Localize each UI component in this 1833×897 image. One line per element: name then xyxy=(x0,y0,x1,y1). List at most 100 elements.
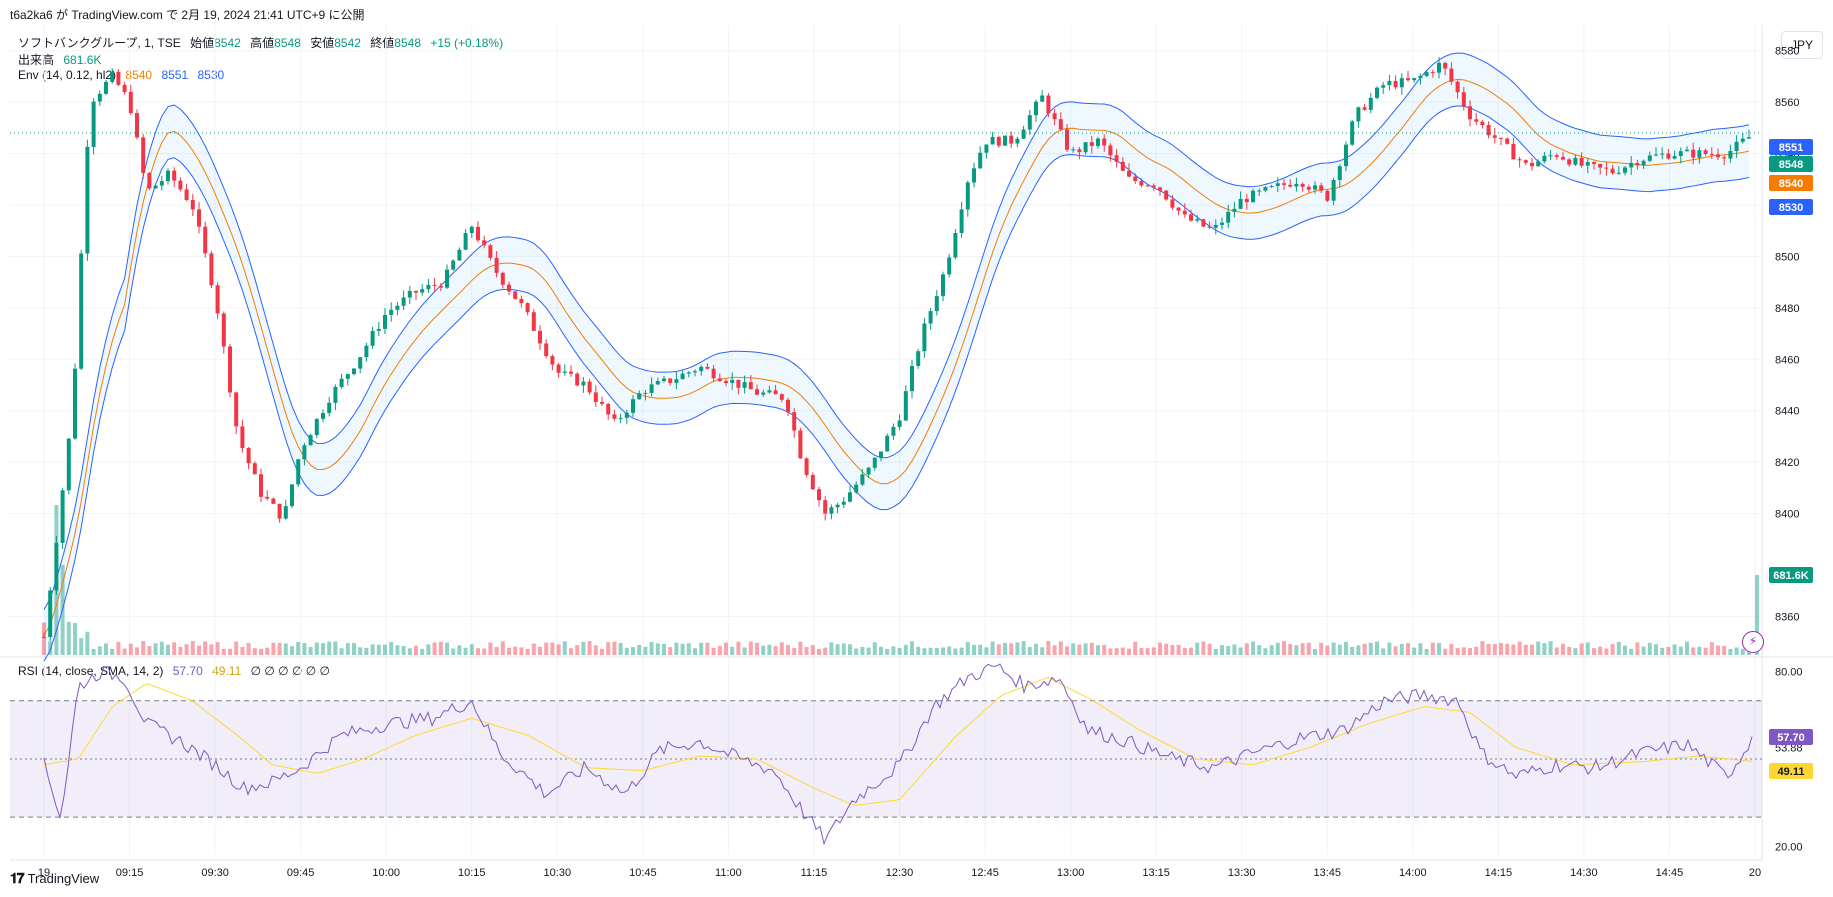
candle-body xyxy=(438,285,443,288)
candle-body xyxy=(327,402,332,413)
tradingview-logo[interactable]: 𝟏𝟕 TradingView xyxy=(10,870,99,887)
time-tick-label: 10:45 xyxy=(629,867,657,879)
rsi-value: 57.70 xyxy=(172,664,203,678)
volume-bar xyxy=(91,648,96,655)
candle-body xyxy=(965,182,970,210)
volume-legend[interactable]: 出来高 681.6K xyxy=(18,51,107,68)
candle-body xyxy=(48,590,53,638)
candle-body xyxy=(897,420,902,427)
volume-bar xyxy=(742,647,747,655)
currency-button[interactable]: JPY xyxy=(1781,31,1823,59)
env-mid-tag: 8540 xyxy=(1779,178,1803,190)
volume-bar xyxy=(1021,641,1026,655)
candle-body xyxy=(941,274,945,297)
volume-bar xyxy=(761,645,766,655)
volume-bar xyxy=(438,641,443,655)
volume-bar xyxy=(1009,643,1014,655)
candle-body xyxy=(1275,183,1280,186)
candle-body xyxy=(1232,208,1237,212)
time-tick-label: 13:30 xyxy=(1228,867,1256,879)
candle-body xyxy=(748,382,753,390)
volume-bar xyxy=(965,642,970,655)
close-price-tag: 8548 xyxy=(1779,159,1803,171)
time-tick-label: 12:30 xyxy=(886,867,914,879)
volume-bar xyxy=(159,641,164,655)
volume-bar xyxy=(959,647,964,655)
candle-body xyxy=(1660,153,1665,155)
candle-body xyxy=(1474,119,1479,122)
env-lower-tag: 8530 xyxy=(1779,202,1803,214)
time-tick-label: 10:00 xyxy=(372,867,400,879)
volume-bar xyxy=(767,644,772,655)
envelope-lower-value: 8530 xyxy=(197,68,225,82)
volume-bar xyxy=(389,641,394,655)
volume-bar xyxy=(178,646,183,655)
envelope-legend[interactable]: Env (14, 0.12, hl2) 8540 8551 8530 xyxy=(18,68,230,82)
volume-bar xyxy=(1195,642,1200,655)
candle-body xyxy=(1418,75,1423,79)
volume-bar xyxy=(947,646,952,655)
price-tick-label: 8420 xyxy=(1775,457,1799,469)
volume-tag: 681.6K xyxy=(1773,570,1809,582)
volume-bar xyxy=(990,641,995,655)
volume-bar xyxy=(779,642,784,655)
volume-bar xyxy=(1573,648,1578,655)
volume-bar xyxy=(984,647,989,655)
volume-bars xyxy=(42,505,1759,655)
volume-bar xyxy=(786,644,790,655)
volume-bar xyxy=(562,641,567,655)
candle-body xyxy=(1523,160,1528,163)
candle-body xyxy=(469,226,474,234)
volume-bar xyxy=(209,644,214,655)
candle-body xyxy=(172,170,177,181)
time-tick-label: 10:30 xyxy=(544,867,572,879)
volume-bar xyxy=(1350,647,1355,655)
candle-body xyxy=(1592,162,1596,164)
envelope-fill xyxy=(44,52,1749,662)
candle-body xyxy=(1226,211,1231,223)
candle-body xyxy=(314,418,319,436)
open-value: 8542 xyxy=(214,36,241,50)
volume-bar xyxy=(42,622,46,655)
time-tick-label: 14:45 xyxy=(1656,867,1684,879)
candle-body xyxy=(1375,87,1379,98)
rsi-ma-value: 49.11 xyxy=(212,664,242,678)
candle-body xyxy=(717,378,722,382)
volume-bar xyxy=(494,647,499,655)
rsi-legend[interactable]: RSI (14, close, SMA, 14, 2) 57.70 49.11 … xyxy=(18,664,336,678)
volume-bar xyxy=(172,642,177,655)
candle-body xyxy=(85,146,90,254)
candle-body xyxy=(550,356,555,365)
candle-body xyxy=(872,457,877,468)
candle-body xyxy=(265,496,270,499)
candle-body xyxy=(1536,161,1541,167)
candle-body xyxy=(190,200,195,210)
candle-body xyxy=(866,467,871,475)
volume-bar xyxy=(1015,642,1020,655)
volume-bar xyxy=(1071,643,1076,655)
candle-body xyxy=(1244,198,1249,203)
volume-bar xyxy=(655,643,660,655)
candle-body xyxy=(482,240,487,246)
volume-bar xyxy=(1703,647,1708,655)
time-tick-label: 14:00 xyxy=(1399,867,1427,879)
candle-body xyxy=(1083,142,1088,153)
candle-body xyxy=(1647,155,1652,161)
candle-body xyxy=(575,373,580,386)
volume-bar xyxy=(97,646,102,655)
volume-bar xyxy=(1040,647,1045,655)
volume-bar xyxy=(141,641,146,655)
symbol-legend[interactable]: ソフトバンクグループ, 1, TSE 始値8542 高値8548 安値8542 … xyxy=(18,34,509,51)
candle-body xyxy=(1300,183,1305,187)
lightning-icon[interactable]: ⚡ xyxy=(1742,631,1764,653)
candle-body xyxy=(1356,107,1361,122)
candle-body xyxy=(60,490,65,543)
volume-bar xyxy=(686,643,691,655)
volume-bar xyxy=(1616,642,1621,655)
candle-body xyxy=(724,381,728,384)
candle-body xyxy=(308,435,313,446)
candle-body xyxy=(693,371,697,373)
rsi-tag-bg xyxy=(1769,729,1813,745)
